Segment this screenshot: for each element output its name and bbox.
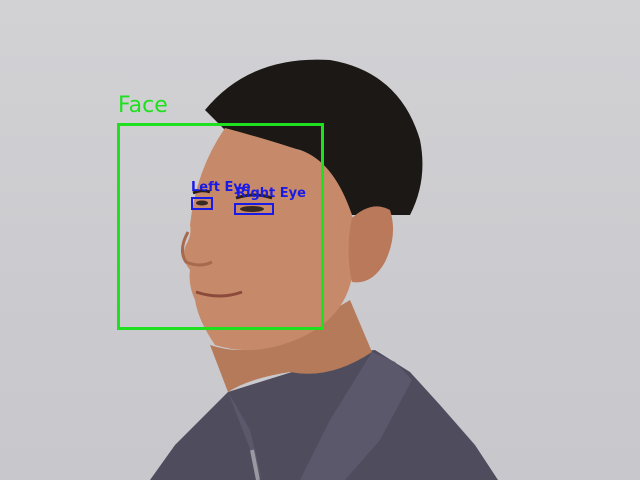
eye-left <box>196 200 208 206</box>
left-eye-detection-label: Left Eye <box>191 180 251 195</box>
left-eye-detection-box <box>191 197 213 210</box>
shirt <box>150 350 498 480</box>
nose <box>181 231 213 267</box>
shirt-collar <box>228 352 412 480</box>
brow-right <box>235 193 273 200</box>
eye-right <box>240 206 264 212</box>
face-detection-label: Face <box>118 93 168 118</box>
face-detection-box <box>117 123 324 330</box>
shirt-zipper <box>250 449 260 480</box>
mouth <box>195 290 243 298</box>
neck <box>210 300 372 392</box>
ear <box>348 206 394 283</box>
hair <box>205 59 423 216</box>
right-eye-detection-box <box>234 203 274 215</box>
right-eye-detection-label: Right Eye <box>236 186 306 201</box>
brow-left <box>192 189 211 195</box>
